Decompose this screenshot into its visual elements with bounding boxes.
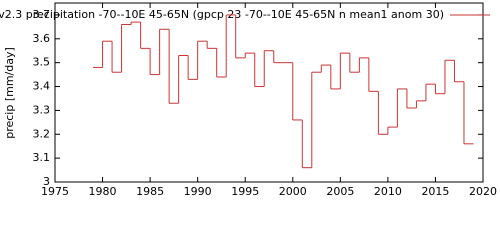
y-tick-label: 3.2 bbox=[33, 127, 51, 140]
x-tick-label: 2015 bbox=[421, 185, 449, 198]
x-tick-label: 2000 bbox=[279, 185, 307, 198]
x-tick-label: 1980 bbox=[89, 185, 117, 198]
legend-label: PCP v2.3 precipitation -70--10E 45-65N (… bbox=[0, 8, 444, 21]
y-tick-label: 3.1 bbox=[33, 151, 51, 164]
y-tick-label: 3 bbox=[43, 175, 50, 188]
x-tick-label: 1985 bbox=[136, 185, 164, 198]
y-tick-label: 3.6 bbox=[33, 32, 51, 45]
x-tick-label: 2010 bbox=[374, 185, 402, 198]
y-tick-label: 3.3 bbox=[33, 103, 51, 116]
y-tick-label: 3.7 bbox=[33, 8, 51, 21]
y-axis-label: precip [mm/day] bbox=[3, 47, 16, 139]
x-tick-label: 1990 bbox=[184, 185, 212, 198]
x-tick-label: 1995 bbox=[231, 185, 259, 198]
y-tick-label: 3.4 bbox=[33, 80, 51, 93]
x-tick-label: 2005 bbox=[326, 185, 354, 198]
chart: precip [mm/day] PCP v2.3 precipitation -… bbox=[0, 2, 497, 198]
y-tick-label: 3.5 bbox=[33, 56, 51, 69]
plot-frame bbox=[54, 2, 484, 183]
x-tick-label: 2020 bbox=[469, 185, 497, 198]
x-tick-label: 1975 bbox=[41, 185, 69, 198]
